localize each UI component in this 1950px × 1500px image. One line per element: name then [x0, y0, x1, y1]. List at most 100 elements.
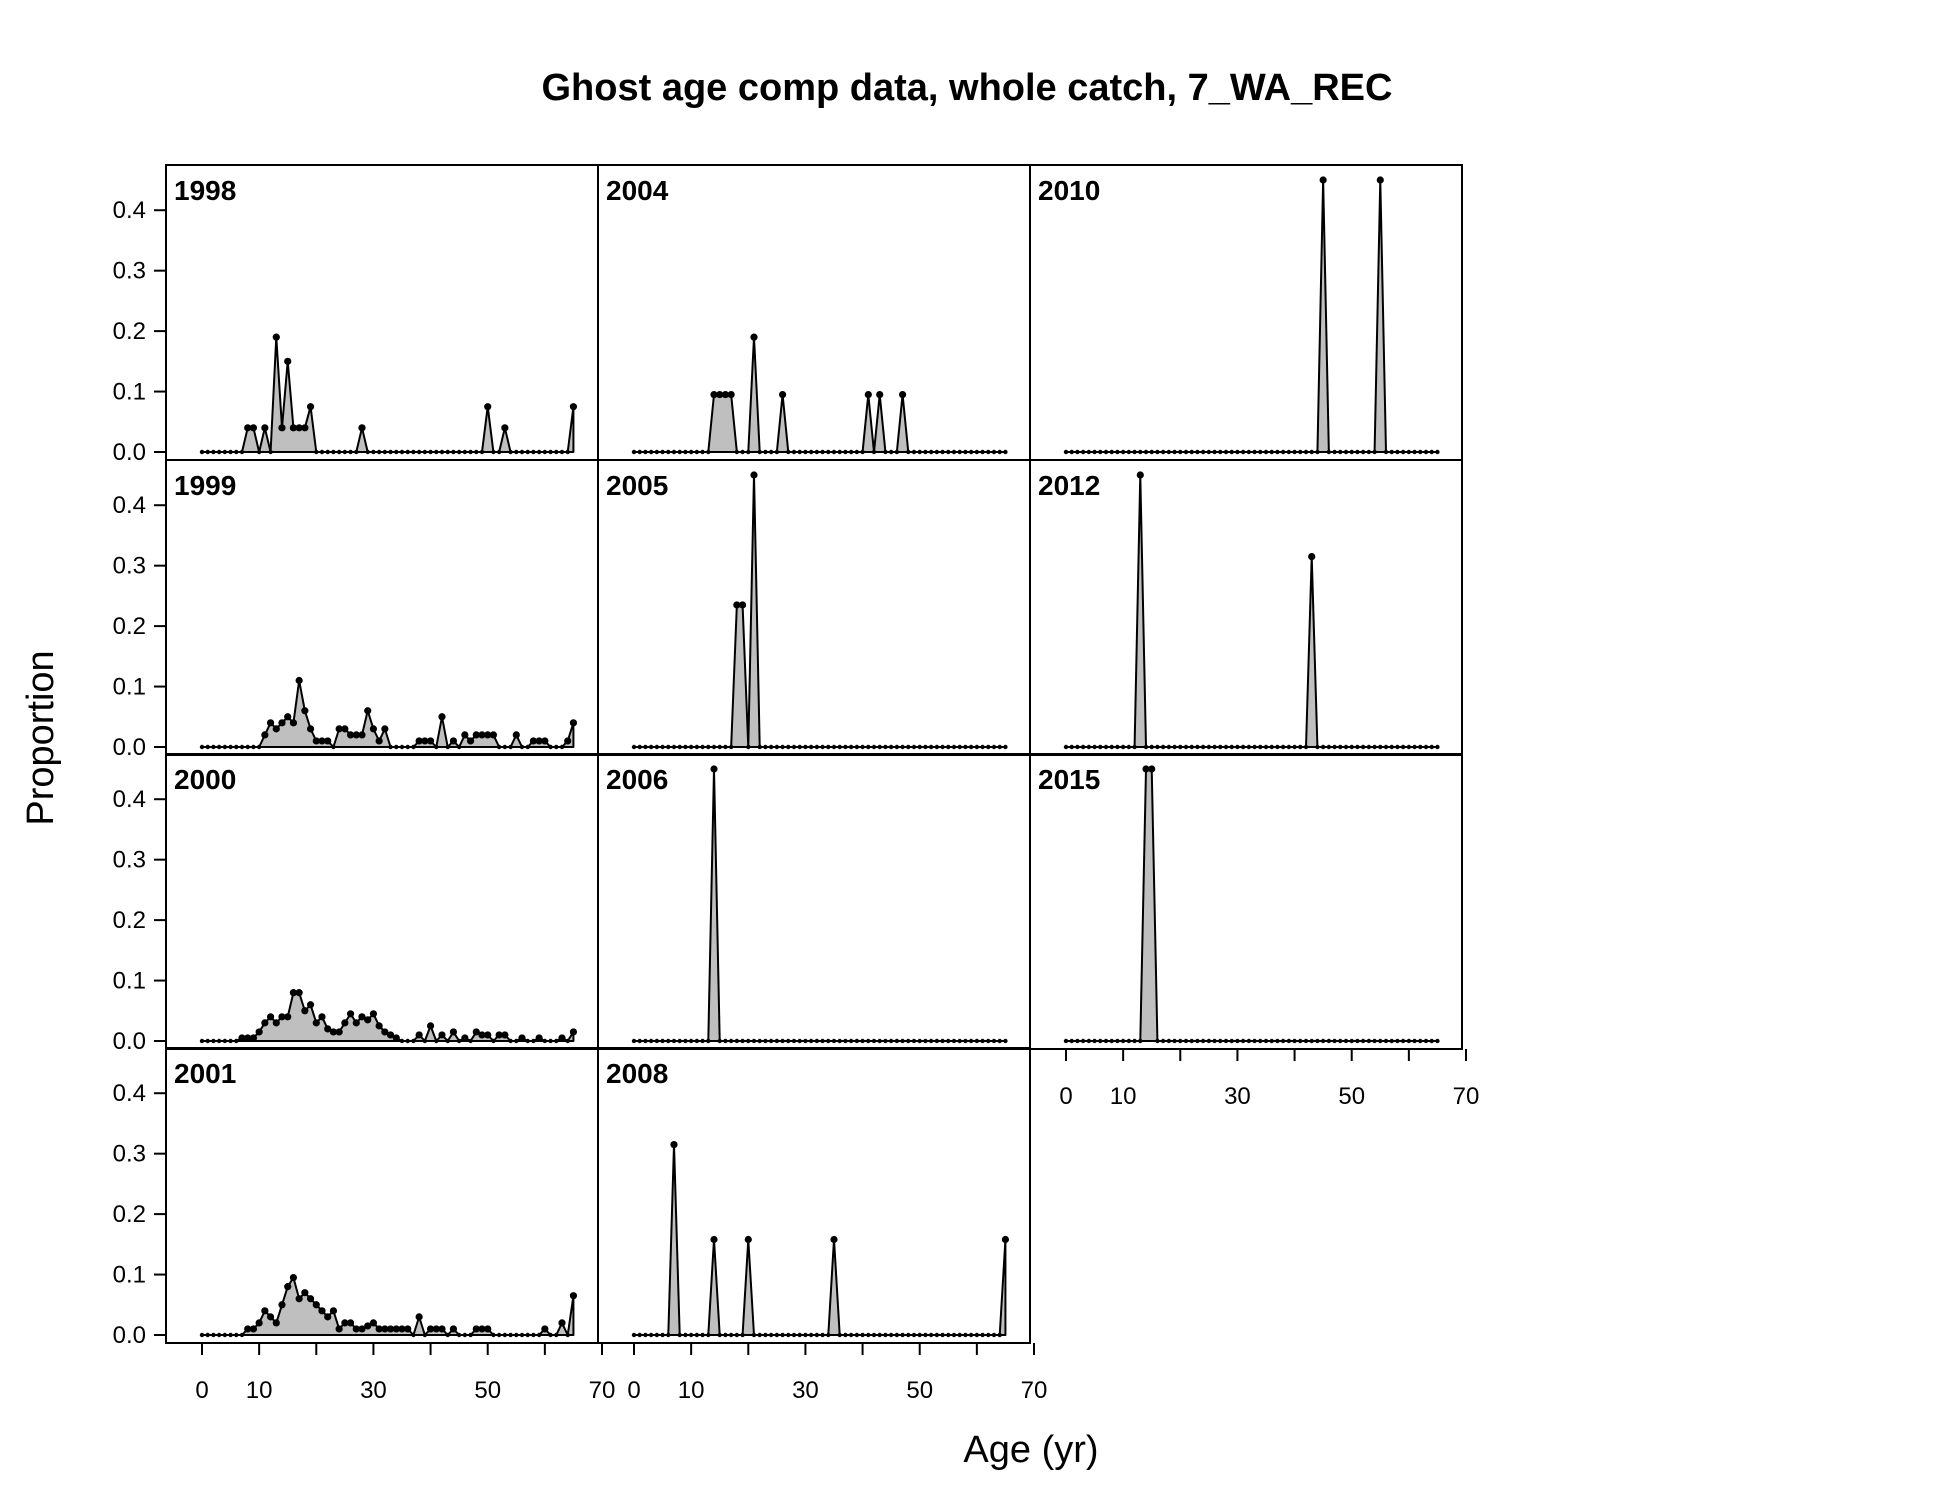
point-2015-age-65 — [1435, 1038, 1440, 1044]
point-2001-age-1 — [205, 1332, 210, 1338]
point-1998-age-56 — [519, 449, 525, 455]
point-2004-age-13 — [706, 449, 711, 455]
point-2012-age-63 — [1423, 744, 1429, 750]
point-2004-age-14 — [710, 390, 718, 399]
point-2004-age-47 — [898, 390, 907, 399]
point-1999-age-49 — [478, 731, 486, 739]
point-2015-age-59 — [1400, 1038, 1406, 1044]
point-1998-age-23 — [331, 449, 336, 455]
point-1999-age-25 — [341, 725, 349, 733]
point-2015-age-11 — [1126, 1038, 1132, 1044]
point-2008-age-26 — [780, 1332, 785, 1338]
point-2001-age-46 — [462, 1332, 468, 1338]
point-1998-age-52 — [496, 449, 502, 455]
point-2000-age-19 — [306, 1001, 315, 1009]
point-2005-age-11 — [694, 744, 700, 750]
panel-2006-plot — [631, 765, 1008, 1044]
point-1998-age-6 — [234, 449, 239, 455]
point-2015-age-6 — [1098, 1038, 1103, 1044]
y-axis-title: Proportion — [20, 650, 62, 825]
point-2015-age-52 — [1360, 1038, 1366, 1044]
point-2005-age-39 — [854, 744, 860, 750]
point-2004-age-29 — [797, 449, 802, 455]
point-2006-age-10 — [688, 1038, 694, 1044]
panel-2008-plot — [631, 1141, 1010, 1338]
point-1998-age-27 — [354, 449, 359, 455]
point-2006-age-39 — [854, 1038, 860, 1044]
point-2006-age-17 — [728, 1038, 734, 1044]
point-2012-age-32 — [1246, 744, 1252, 750]
point-2000-age-57 — [525, 1038, 530, 1044]
point-2005-age-5 — [660, 744, 665, 750]
point-2005-age-32 — [814, 744, 820, 750]
point-2010-age-48 — [1338, 449, 1343, 455]
point-2000-age-52 — [495, 1031, 503, 1039]
point-2005-age-1 — [637, 744, 642, 750]
point-2006-age-23 — [763, 1038, 768, 1044]
point-2004-age-21 — [750, 333, 758, 341]
point-1999-age-18 — [301, 707, 309, 715]
point-2012-age-28 — [1223, 744, 1229, 750]
point-2001-age-25 — [341, 1319, 349, 1327]
point-2015-age-26 — [1212, 1038, 1217, 1044]
point-2005-age-51 — [923, 744, 928, 750]
point-2012-age-60 — [1406, 744, 1412, 750]
point-2006-age-15 — [717, 1038, 722, 1044]
point-2004-age-58 — [963, 449, 968, 455]
point-2008-age-25 — [774, 1332, 780, 1338]
point-2000-age-53 — [501, 1031, 509, 1039]
panel-2012: 2012 — [1029, 459, 1463, 756]
point-2001-age-50 — [484, 1325, 492, 1333]
point-2010-age-13 — [1138, 449, 1143, 455]
panel-2010: 2010 — [1029, 164, 1463, 461]
point-2005-age-7 — [671, 744, 677, 750]
point-2005-age-65 — [1003, 744, 1008, 750]
point-2006-age-55 — [946, 1038, 951, 1044]
point-2005-age-10 — [688, 744, 694, 750]
x-tick-label-2015-50: 50 — [1338, 1083, 1365, 1110]
x-tick-label-2001-50: 50 — [474, 1377, 501, 1404]
point-2006-age-38 — [848, 1038, 854, 1044]
panel-2006-area — [633, 768, 1007, 1042]
point-2000-age-56 — [518, 1034, 526, 1042]
point-1999-age-60 — [541, 737, 549, 745]
point-2010-age-52 — [1360, 449, 1366, 455]
point-2000-age-48 — [472, 1028, 480, 1036]
point-2015-age-19 — [1172, 1038, 1177, 1044]
point-2015-age-58 — [1395, 1038, 1400, 1044]
point-2015-age-31 — [1240, 1038, 1246, 1044]
y-tick-label-1999-0.2: 0.2 — [113, 613, 146, 640]
point-2008-age-12 — [700, 1332, 705, 1338]
point-1998-age-36 — [405, 449, 410, 455]
point-2001-age-14 — [278, 1301, 286, 1309]
point-2004-age-0 — [631, 449, 637, 455]
point-2000-age-10 — [255, 1028, 263, 1036]
point-1998-age-46 — [462, 449, 468, 455]
point-2005-age-63 — [991, 744, 997, 750]
point-1999-age-46 — [461, 731, 469, 739]
point-2008-age-45 — [888, 1332, 894, 1338]
point-2012-age-8 — [1109, 744, 1114, 750]
point-1999-age-51 — [489, 731, 498, 739]
point-2015-age-14 — [1142, 765, 1150, 773]
point-2006-age-31 — [808, 1038, 814, 1044]
point-2006-age-50 — [917, 1038, 922, 1044]
point-1999-age-12 — [266, 719, 275, 727]
point-2006-age-2 — [643, 1038, 648, 1044]
point-2005-age-21 — [750, 471, 758, 479]
panel-1998-plot — [199, 333, 578, 455]
point-2008-age-0 — [631, 1332, 637, 1338]
point-2015-age-20 — [1178, 1038, 1183, 1044]
point-2000-age-61 — [548, 1038, 553, 1044]
point-2001-age-24 — [335, 1325, 343, 1333]
panel-2005-frame — [597, 459, 1031, 756]
point-2008-age-63 — [991, 1332, 997, 1338]
point-2012-age-49 — [1343, 744, 1349, 750]
point-2006-age-46 — [894, 1038, 900, 1044]
point-2012-age-17 — [1160, 744, 1166, 750]
point-2010-age-34 — [1258, 449, 1263, 455]
point-1998-age-4 — [222, 449, 228, 455]
point-2001-age-6 — [234, 1332, 239, 1338]
point-2008-age-44 — [883, 1332, 888, 1338]
